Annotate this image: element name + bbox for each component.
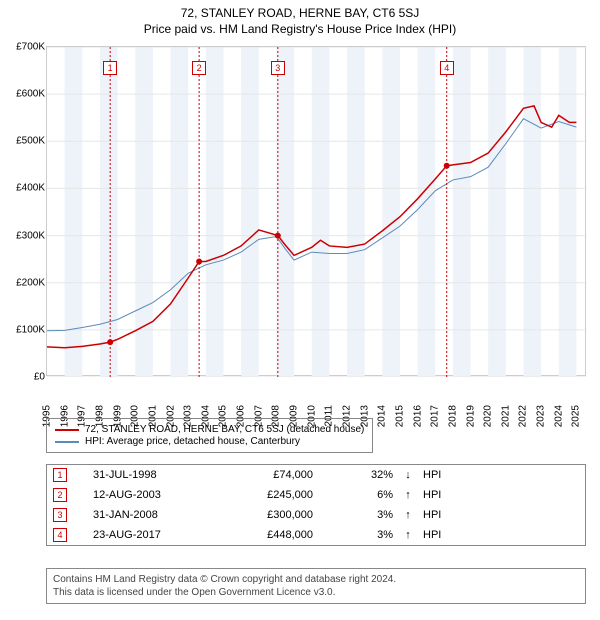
cell-hpi: HPI <box>423 509 463 521</box>
y-tick-label: £700K <box>5 42 47 53</box>
cell-marker: 1 <box>53 468 93 482</box>
table-row: 212-AUG-2003£245,0006%↑HPI <box>47 485 585 505</box>
table-row: 131-JUL-1998£74,00032%↓HPI <box>47 465 585 485</box>
cell-pct: 3% <box>333 529 393 541</box>
cell-hpi: HPI <box>423 469 463 481</box>
y-tick-label: £0 <box>5 372 47 383</box>
x-tick-label: 2021 <box>500 405 511 427</box>
cell-price: £300,000 <box>223 509 333 521</box>
cell-marker: 4 <box>53 528 93 542</box>
chart: 1234£0£100K£200K£300K£400K£500K£600K£700… <box>46 46 586 376</box>
cell-date: 31-JUL-1998 <box>93 469 223 481</box>
legend-swatch <box>55 429 79 431</box>
x-tick-label: 2017 <box>430 405 441 427</box>
cell-marker: 2 <box>53 488 93 502</box>
footer: Contains HM Land Registry data © Crown c… <box>46 568 586 604</box>
y-tick-label: £200K <box>5 277 47 288</box>
sales-table: 131-JUL-1998£74,00032%↓HPI212-AUG-2003£2… <box>46 464 586 546</box>
page: 72, STANLEY ROAD, HERNE BAY, CT6 5SJ Pri… <box>0 0 600 620</box>
y-tick-label: £300K <box>5 230 47 241</box>
x-tick-label: 2016 <box>412 405 423 427</box>
x-tick-label: 2023 <box>536 405 547 427</box>
legend-label: 72, STANLEY ROAD, HERNE BAY, CT6 5SJ (de… <box>85 424 364 435</box>
cell-date: 12-AUG-2003 <box>93 489 223 501</box>
legend-row: HPI: Average price, detached house, Cant… <box>55 436 364 447</box>
sale-marker-2: 2 <box>192 61 206 75</box>
legend-label: HPI: Average price, detached house, Cant… <box>85 436 300 447</box>
cell-direction-icon: ↑ <box>393 509 423 521</box>
x-tick-label: 2015 <box>394 405 405 427</box>
table-row: 331-JAN-2008£300,0003%↑HPI <box>47 505 585 525</box>
cell-direction-icon: ↑ <box>393 489 423 501</box>
cell-price: £448,000 <box>223 529 333 541</box>
x-tick-label: 2019 <box>465 405 476 427</box>
x-tick-label: 2020 <box>483 405 494 427</box>
cell-hpi: HPI <box>423 529 463 541</box>
x-tick-label: 2014 <box>377 405 388 427</box>
title-subtitle: Price paid vs. HM Land Registry's House … <box>0 22 600 36</box>
footer-line2: This data is licensed under the Open Gov… <box>53 586 579 599</box>
cell-price: £74,000 <box>223 469 333 481</box>
legend-row: 72, STANLEY ROAD, HERNE BAY, CT6 5SJ (de… <box>55 424 364 435</box>
footer-line1: Contains HM Land Registry data © Crown c… <box>53 573 579 586</box>
y-tick-label: £100K <box>5 324 47 335</box>
table-row: 423-AUG-2017£448,0003%↑HPI <box>47 525 585 545</box>
title-block: 72, STANLEY ROAD, HERNE BAY, CT6 5SJ Pri… <box>0 0 600 36</box>
cell-date: 23-AUG-2017 <box>93 529 223 541</box>
legend: 72, STANLEY ROAD, HERNE BAY, CT6 5SJ (de… <box>46 418 373 453</box>
cell-direction-icon: ↑ <box>393 529 423 541</box>
x-tick-label: 2022 <box>518 405 529 427</box>
cell-hpi: HPI <box>423 489 463 501</box>
cell-pct: 32% <box>333 469 393 481</box>
y-tick-label: £600K <box>5 89 47 100</box>
cell-direction-icon: ↓ <box>393 469 423 481</box>
cell-pct: 6% <box>333 489 393 501</box>
x-tick-label: 2024 <box>553 405 564 427</box>
legend-swatch <box>55 441 79 443</box>
y-tick-label: £400K <box>5 183 47 194</box>
cell-marker: 3 <box>53 508 93 522</box>
sale-marker-1: 1 <box>103 61 117 75</box>
cell-pct: 3% <box>333 509 393 521</box>
x-tick-label: 2018 <box>447 405 458 427</box>
y-tick-label: £500K <box>5 136 47 147</box>
cell-date: 31-JAN-2008 <box>93 509 223 521</box>
sale-marker-4: 4 <box>440 61 454 75</box>
cell-price: £245,000 <box>223 489 333 501</box>
sale-marker-3: 3 <box>271 61 285 75</box>
x-tick-label: 2025 <box>571 405 582 427</box>
title-address: 72, STANLEY ROAD, HERNE BAY, CT6 5SJ <box>0 6 600 20</box>
chart-svg <box>47 47 587 377</box>
